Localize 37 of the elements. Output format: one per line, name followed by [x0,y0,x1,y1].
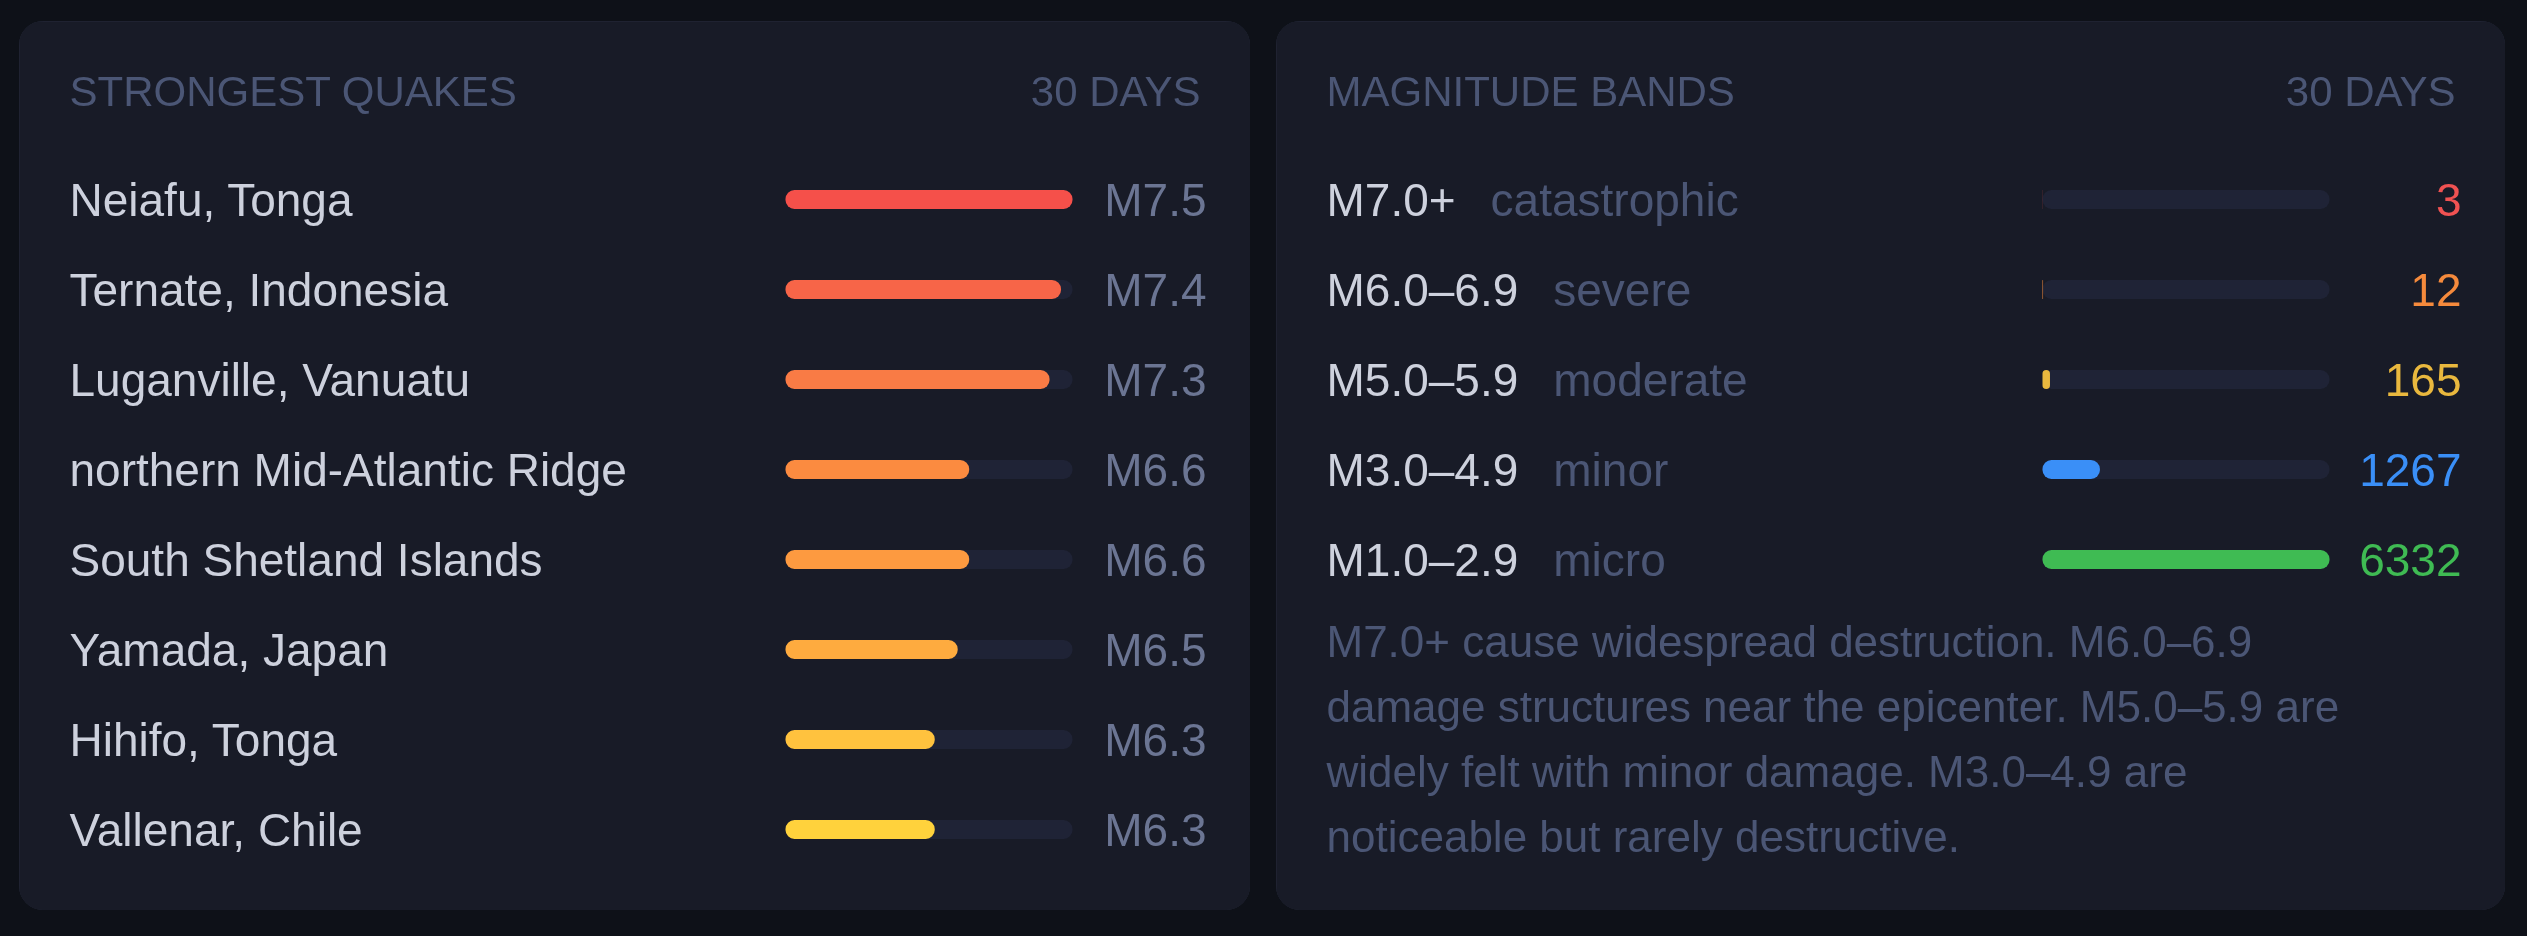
y-tick-label: M5.0–5.9 [1326,353,1519,406]
text: MAGNITUDE BANDS [1326,68,1735,115]
bar [2042,460,2100,479]
y2-tick-label: severe [1553,263,1692,316]
y-tick-label: Vallenar, Chile [69,803,363,856]
y-tick-label: M7.0+ [1326,173,1456,226]
y2-tick-label: micro [1553,533,1666,586]
y-tick-label: Yamada, Japan [69,623,389,676]
data-label: 165 [2384,353,2462,406]
y-tick-label: Hihifo, Tonga [69,713,338,766]
data-label: M6.3 [1104,803,1207,856]
data-label: M7.5 [1104,173,1207,226]
data-label: M6.5 [1104,623,1207,676]
y-tick-label: Neiafu, Tonga [69,173,353,226]
y-tick-label: northern Mid-Atlantic Ridge [69,443,627,496]
text: STRONGEST QUAKES [69,68,517,115]
y-tick-label: Ternate, Indonesia [69,263,449,316]
y-tick-label: South Shetland Islands [69,533,543,586]
y-tick-label: M6.0–6.9 [1326,263,1519,316]
chart-subtitle: 30 DAYS [2285,68,2456,115]
data-label: 12 [2410,263,2462,316]
chart-subtitle: 30 DAYS [1030,68,1201,115]
y-tick-label: M3.0–4.9 [1326,443,1519,496]
data-label: 6332 [2359,533,2462,586]
y2-tick-label: moderate [1553,353,1748,406]
data-label: M7.3 [1104,353,1207,406]
data-label: M6.3 [1104,713,1207,766]
y-tick-label: M1.0–2.9 [1326,533,1519,586]
data-label: M6.6 [1104,533,1207,586]
y2-tick-label: catastrophic [1490,173,1739,226]
data-label: M7.4 [1104,263,1207,316]
y-tick-label: Luganville, Vanuatu [69,353,471,406]
data-label: 1267 [2359,443,2462,496]
y2-tick-label: minor [1553,443,1669,496]
text: M7.0+ cause widespread destruction. M6.0–6.9 damage structures near the epicenter. M5.0–5.9 are widely felt with minor damage. M3.0–4.9 are noticeable but rarely destructive. [1325,617,2340,861]
data-label: M6.6 [1104,443,1207,496]
data-label: 3 [2435,173,2462,226]
